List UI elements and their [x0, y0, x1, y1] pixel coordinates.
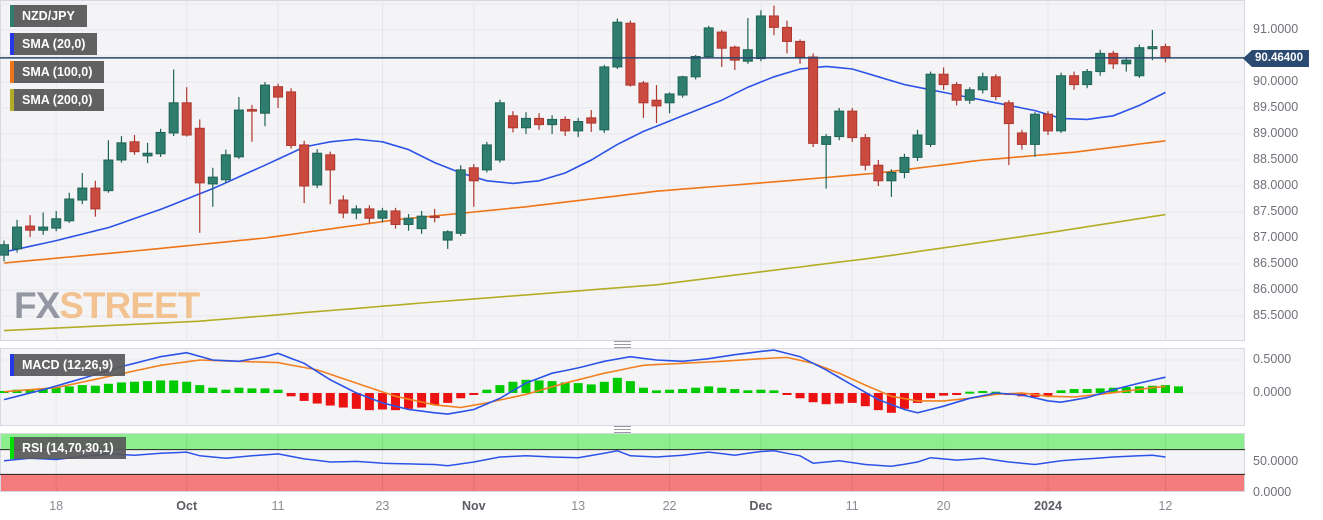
- macd-line: [3, 349, 1166, 415]
- panel-resize-handle[interactable]: [614, 341, 631, 348]
- macd-axis-tick: 0.0000: [1253, 385, 1292, 399]
- price-axis-tick: 90.0000: [1253, 74, 1299, 88]
- rsi-overbought-band: [1, 434, 1244, 450]
- time-axis[interactable]: 18 Oct 11 23 Nov 13 22 Dec 11 20 2024 12: [0, 497, 1246, 520]
- logo-fx-text: FX: [14, 285, 60, 326]
- legend-item: SMA (20,0): [10, 33, 98, 55]
- macd-label-text: MACD (12,26,9): [22, 358, 113, 372]
- series-color-bar: [10, 89, 14, 111]
- time-axis-label: 20: [936, 499, 951, 513]
- current-price-tag: 90.46400: [1243, 50, 1309, 67]
- time-axis-label: Dec: [749, 499, 773, 513]
- time-axis-label: 23: [375, 499, 390, 513]
- legend-item: SMA (100,0): [10, 61, 105, 83]
- price-axis-tick: 89.5000: [1253, 100, 1299, 114]
- time-axis-label: 13: [571, 499, 586, 513]
- price-pane-layers: [0, 0, 1245, 341]
- price-axis-tick: 88.0000: [1253, 178, 1299, 192]
- time-axis-label: 22: [662, 499, 677, 513]
- sma200-line: [3, 213, 1166, 332]
- price-axis-tick: 87.5000: [1253, 204, 1299, 218]
- rsi-oversold-band: [1, 474, 1244, 491]
- macd-indicator-label: MACD (12,26,9): [10, 354, 125, 376]
- sma100-line: [3, 140, 1166, 264]
- rsi-label-text: RSI (14,70,30,1): [22, 441, 114, 455]
- macd-layers: [0, 348, 1245, 426]
- legend-item: SMA (200,0): [10, 89, 105, 111]
- price-axis-tick: 89.0000: [1253, 126, 1299, 140]
- rsi-indicator-label: RSI (14,70,30,1): [10, 437, 126, 459]
- fxstreet-logo: FXSTREET: [14, 285, 200, 327]
- time-axis-label: 12: [1158, 499, 1173, 513]
- time-axis-label: 11: [271, 499, 285, 513]
- time-axis-label: 2024: [1034, 499, 1062, 513]
- macd-pane[interactable]: [0, 348, 1245, 426]
- price-axis-tick: 88.5000: [1253, 152, 1299, 166]
- panel-resize-handle[interactable]: [614, 426, 631, 433]
- price-axis-tick: 85.5000: [1253, 308, 1299, 322]
- series-label: NZD/JPY: [22, 9, 75, 23]
- price-axis-tick: 91.0000: [1253, 22, 1299, 36]
- legend-item: NZD/JPY: [10, 5, 87, 27]
- candles-layer: [0, 5, 1171, 262]
- price-axis-tick: 87.0000: [1253, 230, 1299, 244]
- series-label: SMA (200,0): [22, 93, 93, 107]
- logo-street-text: STREET: [59, 285, 200, 326]
- series-color-bar: [10, 33, 14, 55]
- price-axis[interactable]: 91.0000 90.0000 89.5000 89.0000 88.5000 88.00…: [1246, 0, 1323, 520]
- time-axis-label: 11: [845, 499, 859, 513]
- time-axis-label: Nov: [461, 499, 486, 513]
- time-axis-label: 18: [49, 499, 64, 513]
- series-color-bar: [10, 61, 14, 83]
- legend: NZD/JPY SMA (20,0) SMA (100,0) SMA (200,0): [10, 5, 105, 111]
- rsi-axis-tick: 50.0000: [1253, 454, 1299, 468]
- series-label: SMA (20,0): [22, 37, 86, 51]
- macd-axis-tick: 0.5000: [1253, 352, 1292, 366]
- price-axis-tick: 86.5000: [1253, 256, 1299, 270]
- macd-color-bar: [10, 354, 14, 376]
- time-axis-label: Oct: [176, 499, 198, 513]
- series-label: SMA (100,0): [22, 65, 93, 79]
- rsi-line: [3, 450, 1166, 468]
- rsi-axis-tick: 0.0000: [1253, 485, 1292, 499]
- rsi-color-bar: [10, 437, 14, 459]
- price-axis-tick: 86.0000: [1253, 282, 1299, 296]
- rsi-layers: [0, 433, 1245, 492]
- series-color-bar: [10, 5, 14, 27]
